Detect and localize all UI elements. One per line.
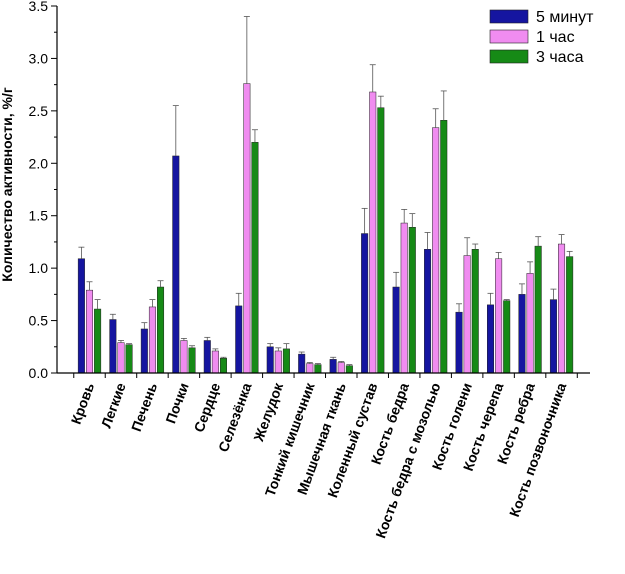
bar xyxy=(455,311,463,374)
bar xyxy=(211,350,219,374)
bar xyxy=(526,273,534,374)
y-tick-label: 0.5 xyxy=(29,313,49,329)
bar xyxy=(549,299,557,374)
bar xyxy=(266,346,274,374)
y-axis-title: Количество активности, %/г xyxy=(0,87,15,282)
bar xyxy=(487,304,495,374)
bar xyxy=(306,363,314,374)
bar xyxy=(329,359,337,374)
bar xyxy=(219,358,227,374)
bar xyxy=(188,347,196,374)
y-tick-label: 3.0 xyxy=(29,50,49,66)
bar xyxy=(558,243,566,374)
bar xyxy=(274,350,282,374)
bar xyxy=(534,245,542,374)
bar xyxy=(243,83,251,374)
bar xyxy=(140,328,148,374)
bar xyxy=(77,258,85,374)
y-tick-label: 1.5 xyxy=(29,208,49,224)
x-category-label: Желудок xyxy=(250,380,287,445)
x-category-label: Легкие xyxy=(98,380,129,430)
bar xyxy=(282,348,290,374)
bar xyxy=(235,305,243,374)
legend-label: 1 час xyxy=(536,29,575,46)
bar xyxy=(94,308,102,374)
bar xyxy=(463,255,471,374)
bar xyxy=(377,107,385,374)
bar xyxy=(337,362,345,374)
bar xyxy=(298,353,306,374)
legend-swatch xyxy=(489,29,529,44)
y-tick-label: 1.0 xyxy=(29,260,49,276)
bar xyxy=(400,222,408,374)
bar xyxy=(369,91,377,374)
legend-swatch xyxy=(489,9,529,24)
bar xyxy=(314,364,322,374)
bar xyxy=(109,319,117,374)
x-category-label: Кровь xyxy=(68,380,98,426)
bar xyxy=(361,233,369,374)
y-tick-label: 2.0 xyxy=(29,155,49,171)
bar xyxy=(471,249,479,374)
bar xyxy=(503,300,511,374)
x-category-label: Печень xyxy=(128,380,160,433)
bar xyxy=(566,256,574,374)
legend-swatch xyxy=(489,49,529,64)
bar xyxy=(180,340,188,374)
bar xyxy=(440,120,448,374)
bar xyxy=(424,249,432,374)
bar xyxy=(86,289,93,374)
bar xyxy=(157,286,165,374)
x-category-label: Почки xyxy=(162,381,191,426)
bar xyxy=(117,342,125,374)
bar xyxy=(345,365,353,374)
bar xyxy=(392,286,400,374)
bar xyxy=(148,306,156,374)
bar xyxy=(172,155,180,374)
x-category-label: Сердце xyxy=(191,380,224,434)
y-tick-label: 2.5 xyxy=(29,103,49,119)
bar xyxy=(432,127,440,374)
y-tick-label: 0.0 xyxy=(29,365,49,381)
bar xyxy=(408,227,416,374)
bar xyxy=(125,344,133,374)
bar xyxy=(518,294,526,374)
bar xyxy=(203,340,211,374)
y-tick-label: 3.5 xyxy=(29,0,49,14)
legend-label: 3 часа xyxy=(536,49,584,66)
legend-label: 5 минут xyxy=(536,9,594,26)
bar xyxy=(251,142,259,374)
bar xyxy=(495,258,503,374)
